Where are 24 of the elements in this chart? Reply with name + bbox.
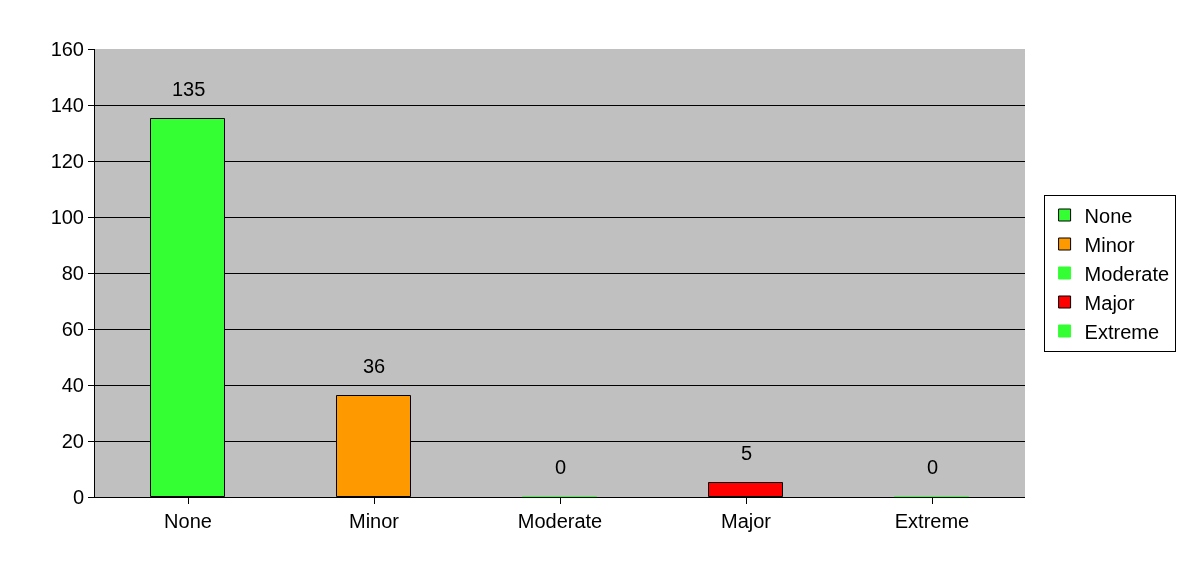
x-tick-label: Major (720, 510, 772, 532)
legend-label: Extreme (1084, 320, 1160, 343)
y-tick-label: 20 (61, 430, 84, 452)
y-tick-label: 120 (50, 150, 84, 172)
data-label: 36 (363, 355, 386, 377)
y-tick-label: 140 (50, 94, 84, 116)
legend-label: Moderate (1084, 262, 1170, 285)
legend-label: Minor (1084, 233, 1135, 256)
y-tick-label: 160 (50, 38, 84, 60)
y-tick-label: 60 (61, 318, 84, 340)
x-tick-label: Minor (348, 510, 400, 532)
x-tick-label: Extreme (894, 510, 970, 532)
y-tick-label: 40 (61, 374, 84, 396)
data-label: 0 (555, 456, 567, 478)
x-tick-label: Moderate (517, 510, 603, 532)
legend-label: None (1084, 204, 1133, 227)
data-label: 5 (741, 442, 753, 464)
y-tick-label: 100 (50, 206, 84, 228)
legend-label: Major (1084, 291, 1135, 314)
y-tick-label: 80 (61, 262, 84, 284)
data-label: 0 (927, 456, 939, 478)
y-tick-label: 0 (72, 486, 84, 508)
x-tick-label: None (164, 510, 212, 532)
data-label: 135 (172, 78, 206, 100)
